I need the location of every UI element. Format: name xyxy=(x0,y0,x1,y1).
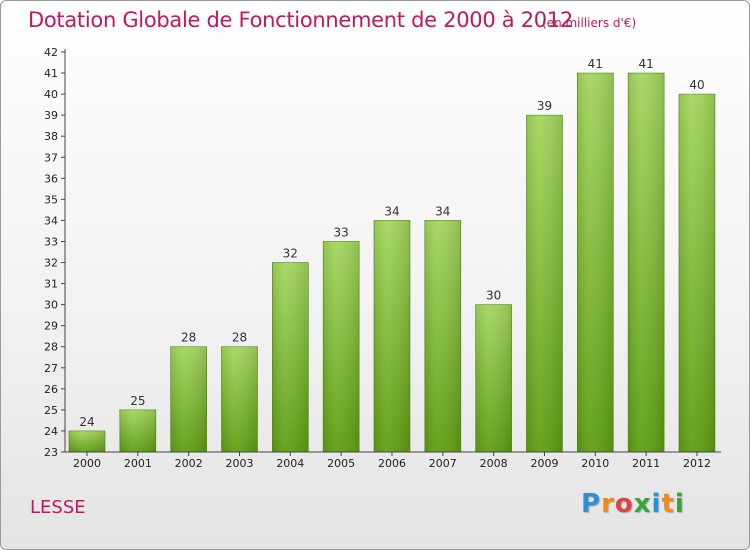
bar-shade xyxy=(526,115,563,452)
x-tick-label: 2005 xyxy=(327,457,355,470)
bar-shade xyxy=(424,220,461,452)
x-tick-label: 2009 xyxy=(530,457,558,470)
y-tick-label: 40 xyxy=(44,88,58,101)
bar-shade xyxy=(272,262,309,452)
x-tick-label: 2012 xyxy=(683,457,711,470)
y-tick-label: 34 xyxy=(44,214,58,227)
logo-letter: i xyxy=(674,489,685,519)
y-tick-label: 24 xyxy=(44,425,58,438)
unit-note: (en milliers d'€) xyxy=(542,16,637,30)
bars: 24 25 28 28 32 33 34 34 30 39 41 41 40 xyxy=(68,57,716,453)
bar-value-label: 41 xyxy=(638,57,653,71)
y-tick-label: 23 xyxy=(44,446,58,459)
y-tick-label: 41 xyxy=(44,67,58,80)
bar-shade xyxy=(221,346,258,452)
logo-letter: x xyxy=(633,489,652,519)
bar-value-label: 32 xyxy=(283,247,298,261)
y-tick-label: 27 xyxy=(44,362,58,375)
logo-letter: t xyxy=(661,489,675,519)
x-tick-label: 2007 xyxy=(429,457,457,470)
bar-value-label: 39 xyxy=(537,99,552,113)
bar-shade xyxy=(323,241,360,452)
y-tick-label: 31 xyxy=(44,278,58,291)
y-tick-label: 28 xyxy=(44,341,58,354)
chart-title: Dotation Globale de Fonctionnement de 20… xyxy=(28,8,573,32)
bar-shade xyxy=(373,220,410,452)
bar-value-label: 34 xyxy=(384,204,399,218)
bar-shade xyxy=(69,430,105,452)
logo-letter: o xyxy=(614,489,634,519)
bar-value-label: 41 xyxy=(588,57,603,71)
bar-value-label: 34 xyxy=(435,204,450,218)
x-tick-label: 2002 xyxy=(175,457,203,470)
y-tick-label: 42 xyxy=(44,46,58,59)
x-tick-label: 2000 xyxy=(73,457,101,470)
y-tick-label: 38 xyxy=(44,130,58,143)
bar-shade xyxy=(678,94,715,453)
y-tick-label: 26 xyxy=(44,383,58,396)
y-tick-label: 39 xyxy=(44,109,58,122)
y-tick-label: 33 xyxy=(44,235,58,248)
x-tick-label: 2011 xyxy=(632,457,660,470)
bar-shade xyxy=(475,304,512,452)
logo-letter: r xyxy=(601,489,615,519)
x-tick-label: 2010 xyxy=(581,457,609,470)
y-tick-label: 30 xyxy=(44,299,58,312)
x-tick-label: 2001 xyxy=(124,457,152,470)
y-tick-label: 35 xyxy=(44,193,58,206)
bar-shade xyxy=(170,346,207,452)
bar-shade xyxy=(628,73,665,452)
x-axis: 2000 2001 2002 2003 2004 2005 2006 2007 2008 2009… xyxy=(65,451,721,470)
logo-letter: i xyxy=(651,489,662,519)
y-tick-label: 25 xyxy=(44,404,58,417)
logo-letter: P xyxy=(581,489,602,519)
y-tick-label: 32 xyxy=(44,257,58,270)
proxiti-logo: Proxiti xyxy=(581,489,685,519)
y-axis: 23 24 25 26 27 28 29 30 31 32 33 34 35 36 37 38 39 40 41 42 xyxy=(44,46,66,459)
commune-name: LESSE xyxy=(30,497,86,518)
x-tick-label: 2003 xyxy=(225,457,253,470)
bar-value-label: 28 xyxy=(181,331,196,345)
bar-value-label: 28 xyxy=(232,331,247,345)
x-tick-label: 2008 xyxy=(480,457,508,470)
bar-value-label: 25 xyxy=(130,394,145,408)
bar-shade xyxy=(119,409,156,452)
bar-value-label: 40 xyxy=(689,78,704,92)
y-tick-label: 29 xyxy=(44,320,58,333)
bar-value-label: 30 xyxy=(486,289,501,303)
bar-value-label: 24 xyxy=(79,415,94,429)
y-tick-label: 36 xyxy=(44,172,58,185)
x-tick-label: 2006 xyxy=(378,457,406,470)
x-tick-label: 2004 xyxy=(276,457,304,470)
bar-shade xyxy=(577,73,614,452)
y-tick-label: 37 xyxy=(44,151,58,164)
bar-value-label: 33 xyxy=(334,225,349,239)
